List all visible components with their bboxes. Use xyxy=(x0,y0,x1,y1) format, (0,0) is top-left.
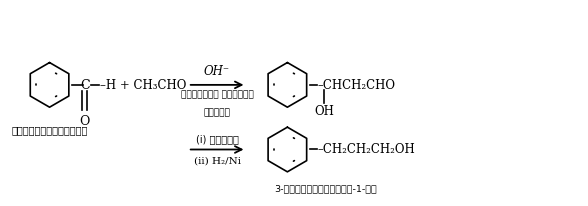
Text: OH⁻: OH⁻ xyxy=(204,65,230,78)
Text: OH: OH xyxy=(315,104,334,117)
Text: –CH₂CH₂CH₂OH: –CH₂CH₂CH₂OH xyxy=(318,143,415,156)
Text: (i) ऊष्मा: (i) ऊष्मा xyxy=(196,134,239,144)
Text: –CHCH₂CHO: –CHCH₂CHO xyxy=(318,78,395,91)
Text: क्रॉसित एल्डोल: क्रॉसित एल्डोल xyxy=(181,90,253,99)
Text: (ii) H₂/Ni: (ii) H₂/Ni xyxy=(193,156,240,165)
Text: बेन्जैलिडहाइड: बेन्जैलिडहाइड xyxy=(11,125,88,135)
Text: –H + CH₃CHO: –H + CH₃CHO xyxy=(100,78,186,91)
Text: 3-फेनिलप्रोपेन-1-ऑल: 3-फेनिलप्रोपेन-1-ऑल xyxy=(274,183,377,192)
Text: O: O xyxy=(79,115,90,128)
Text: C: C xyxy=(80,78,89,91)
Text: संघनन: संघनन xyxy=(203,108,230,117)
